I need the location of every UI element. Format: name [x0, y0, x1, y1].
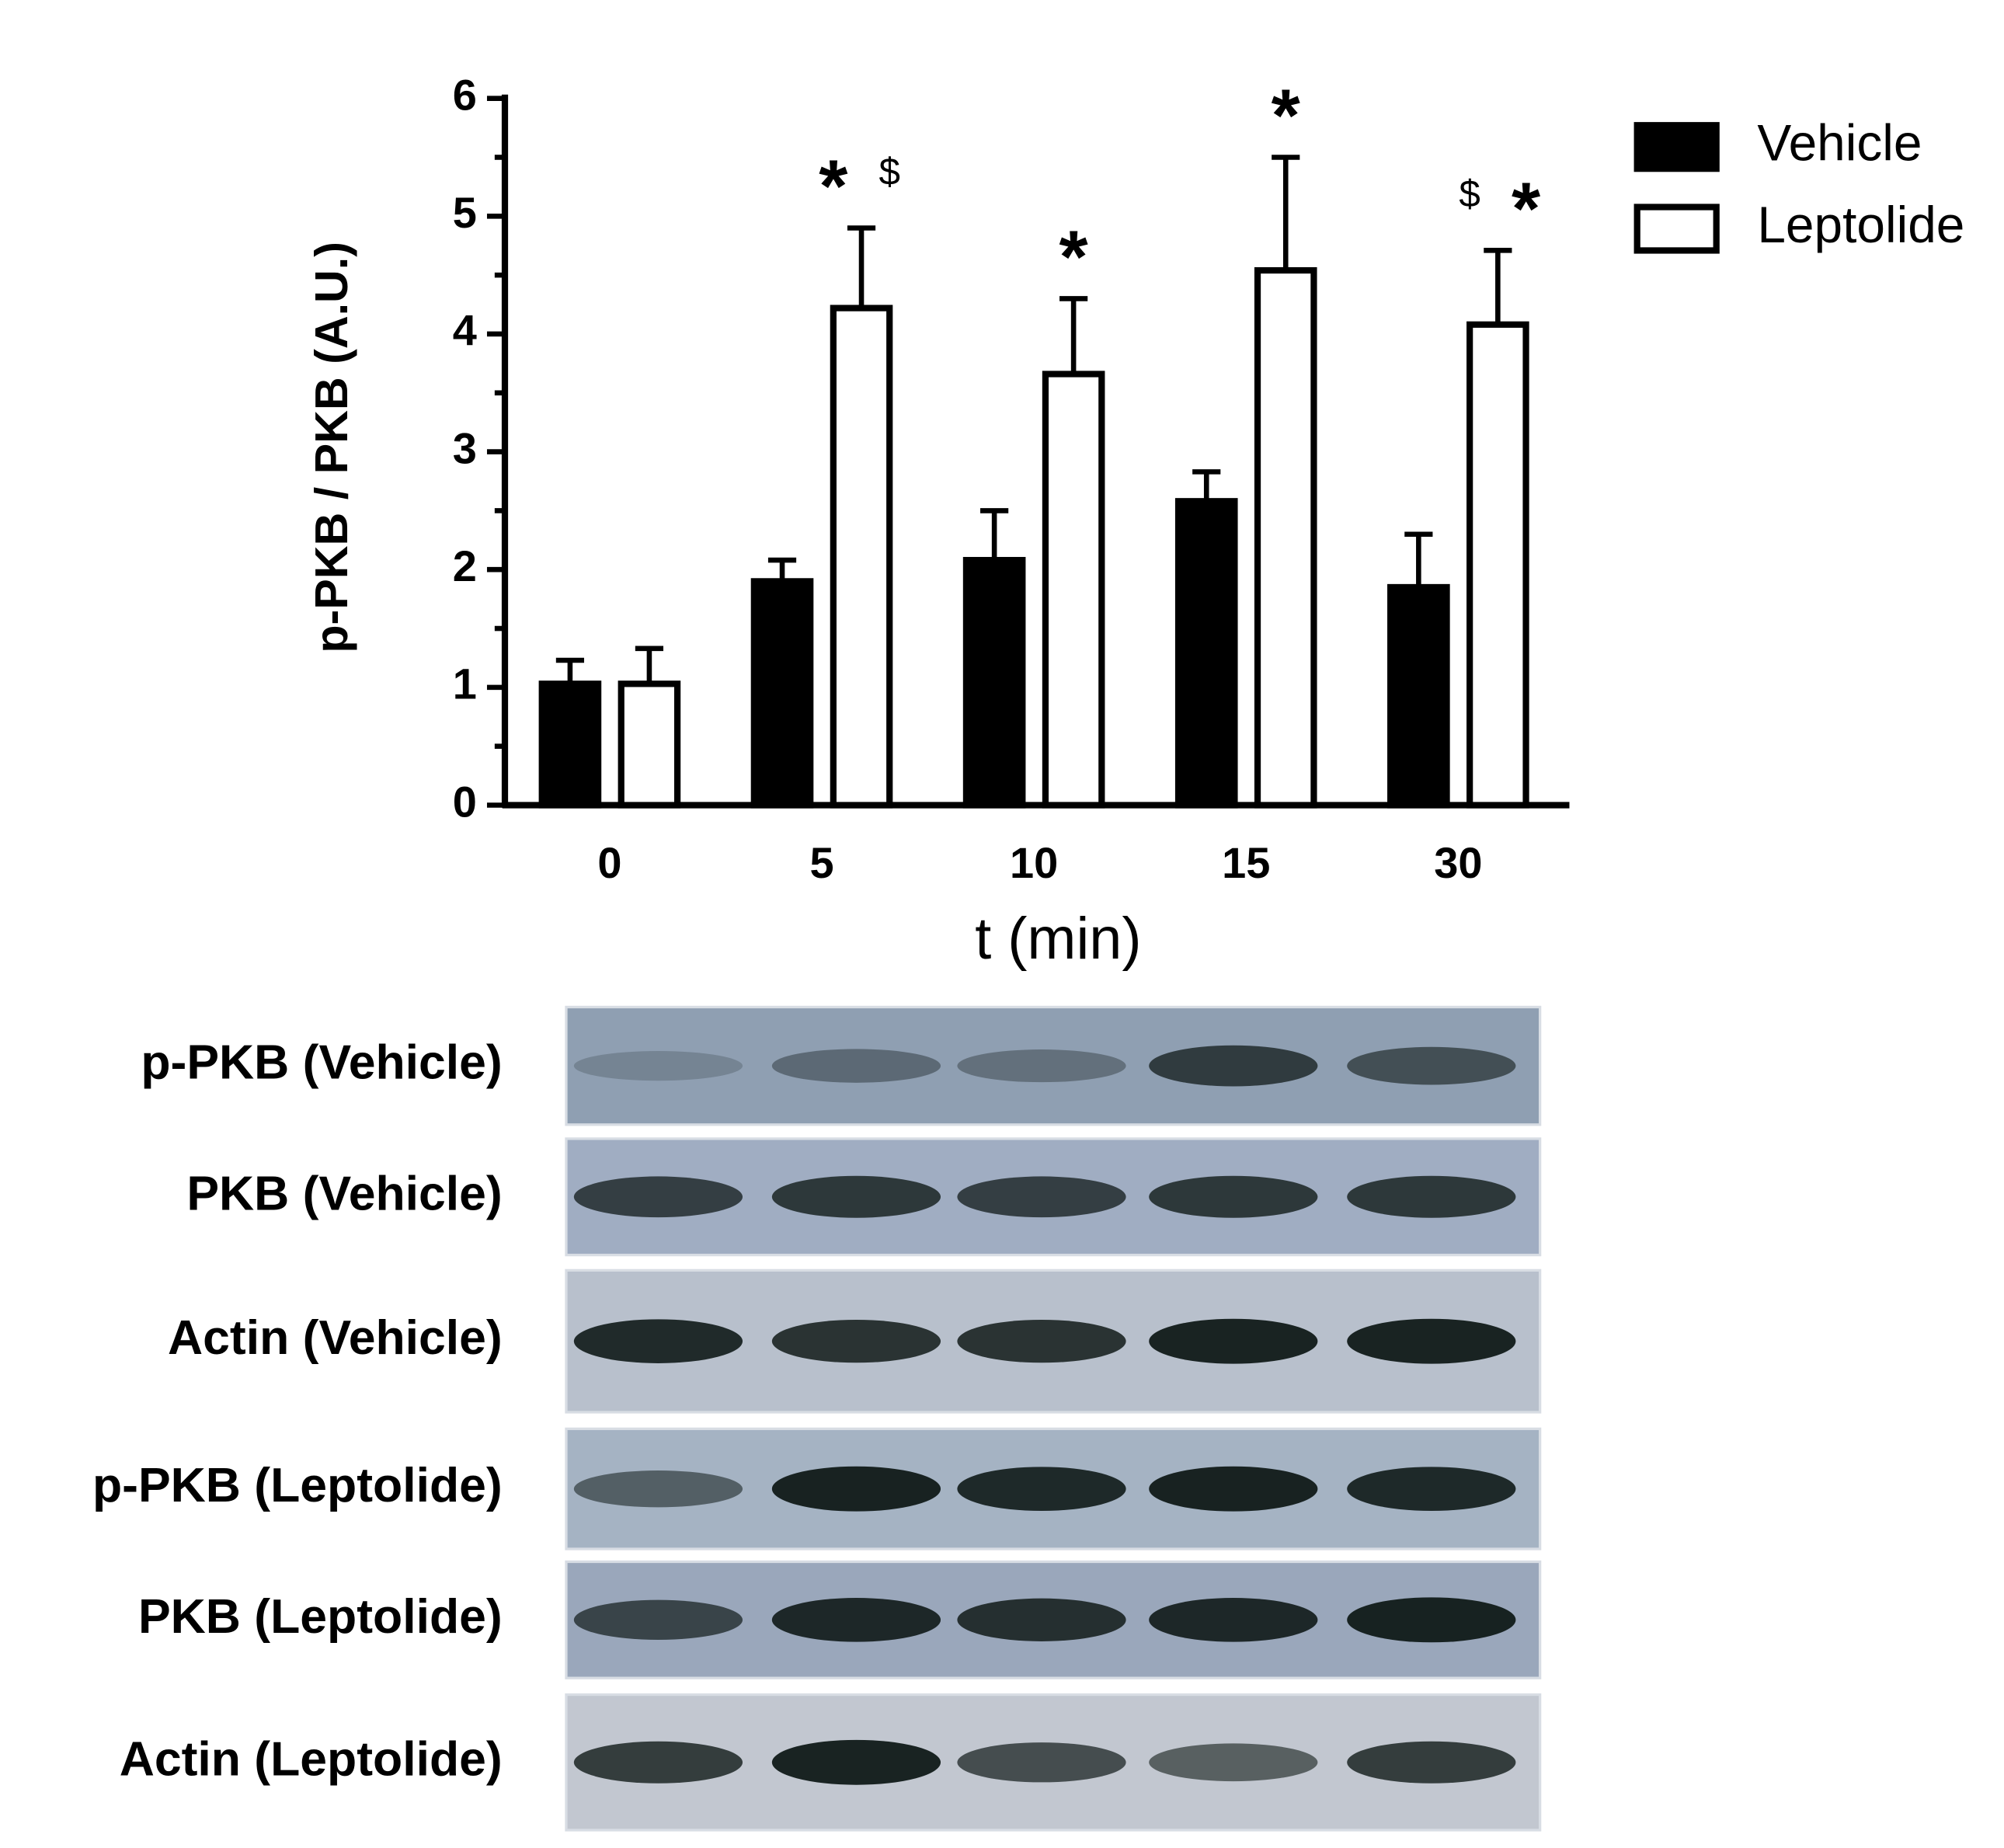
blot-band [573, 1470, 743, 1508]
significance-mark: * [1512, 168, 1541, 250]
blot-label: Actin (Leptolide) [120, 1731, 503, 1786]
blot-label: p-PKB (Vehicle) [141, 1035, 502, 1090]
bar [538, 680, 602, 809]
bar [1254, 266, 1317, 809]
blot-band [1149, 1598, 1318, 1642]
bar [1466, 321, 1529, 809]
blot-band [1149, 1318, 1318, 1364]
x-tick-label: 30 [1434, 838, 1482, 887]
blot-band [1347, 1741, 1516, 1784]
x-tick-label: 0 [597, 838, 621, 887]
x-tick-label: 5 [809, 838, 833, 887]
blot-band [573, 1319, 743, 1363]
blot-band [573, 1051, 743, 1081]
bar [1042, 371, 1105, 809]
significance-mark: $ [1459, 172, 1480, 215]
legend-label: Leptolide [1757, 196, 1964, 253]
legend-swatch [1633, 122, 1720, 172]
blot-band [1347, 1046, 1516, 1085]
blot-label: p-PKB (Leptolide) [92, 1458, 503, 1512]
y-tick-label: 6 [453, 70, 477, 119]
blot-band [771, 1598, 941, 1642]
blot-band [1347, 1175, 1516, 1218]
blot-band [1347, 1467, 1516, 1511]
blot-band [1149, 1743, 1318, 1782]
blot-band [771, 1175, 941, 1218]
y-axis-label: p-PKB / PKB (A.U.) [305, 242, 357, 653]
y-tick-label: 4 [453, 306, 477, 355]
blot-band [771, 1739, 941, 1785]
blot-band [1149, 1175, 1318, 1218]
blot-band [957, 1598, 1126, 1641]
blot-band [1149, 1045, 1318, 1087]
blot-band [957, 1320, 1126, 1363]
x-tick-label: 10 [1010, 838, 1058, 887]
bar [1387, 583, 1450, 809]
significance-mark: $ [878, 150, 899, 193]
significance-mark: * [1272, 75, 1301, 158]
blot-band [1149, 1466, 1318, 1512]
x-tick-label: 15 [1222, 838, 1270, 887]
bar [1174, 498, 1238, 809]
legend-swatch [1633, 204, 1720, 254]
blot-label: PKB (Vehicle) [186, 1166, 502, 1220]
blot-band [771, 1049, 941, 1083]
x-axis-label: t (min) [975, 906, 1141, 972]
y-tick-label: 0 [453, 777, 477, 826]
bar [618, 680, 681, 809]
blot-band [1347, 1597, 1516, 1643]
blot-label: PKB (Leptolide) [138, 1589, 503, 1644]
blot-band [957, 1176, 1126, 1218]
blot-band [957, 1467, 1126, 1511]
blot-band [573, 1741, 743, 1784]
blot-band [957, 1049, 1126, 1083]
blot-label: Actin (Vehicle) [168, 1310, 503, 1365]
y-tick-label: 5 [453, 188, 477, 237]
blot-band [771, 1320, 941, 1363]
blot-band [573, 1599, 743, 1640]
significance-mark: * [819, 146, 848, 228]
bar [750, 578, 814, 809]
blot-band [957, 1742, 1126, 1783]
y-tick-label: 1 [453, 660, 477, 708]
y-tick-label: 3 [453, 423, 477, 472]
significance-mark: * [1059, 217, 1089, 299]
legend-label: Vehicle [1757, 114, 1922, 172]
blot-band [1347, 1318, 1516, 1364]
blot-band [771, 1466, 941, 1512]
bar [830, 305, 893, 809]
y-tick-label: 2 [453, 541, 477, 590]
bar [962, 556, 1026, 809]
blot-band [573, 1176, 743, 1218]
